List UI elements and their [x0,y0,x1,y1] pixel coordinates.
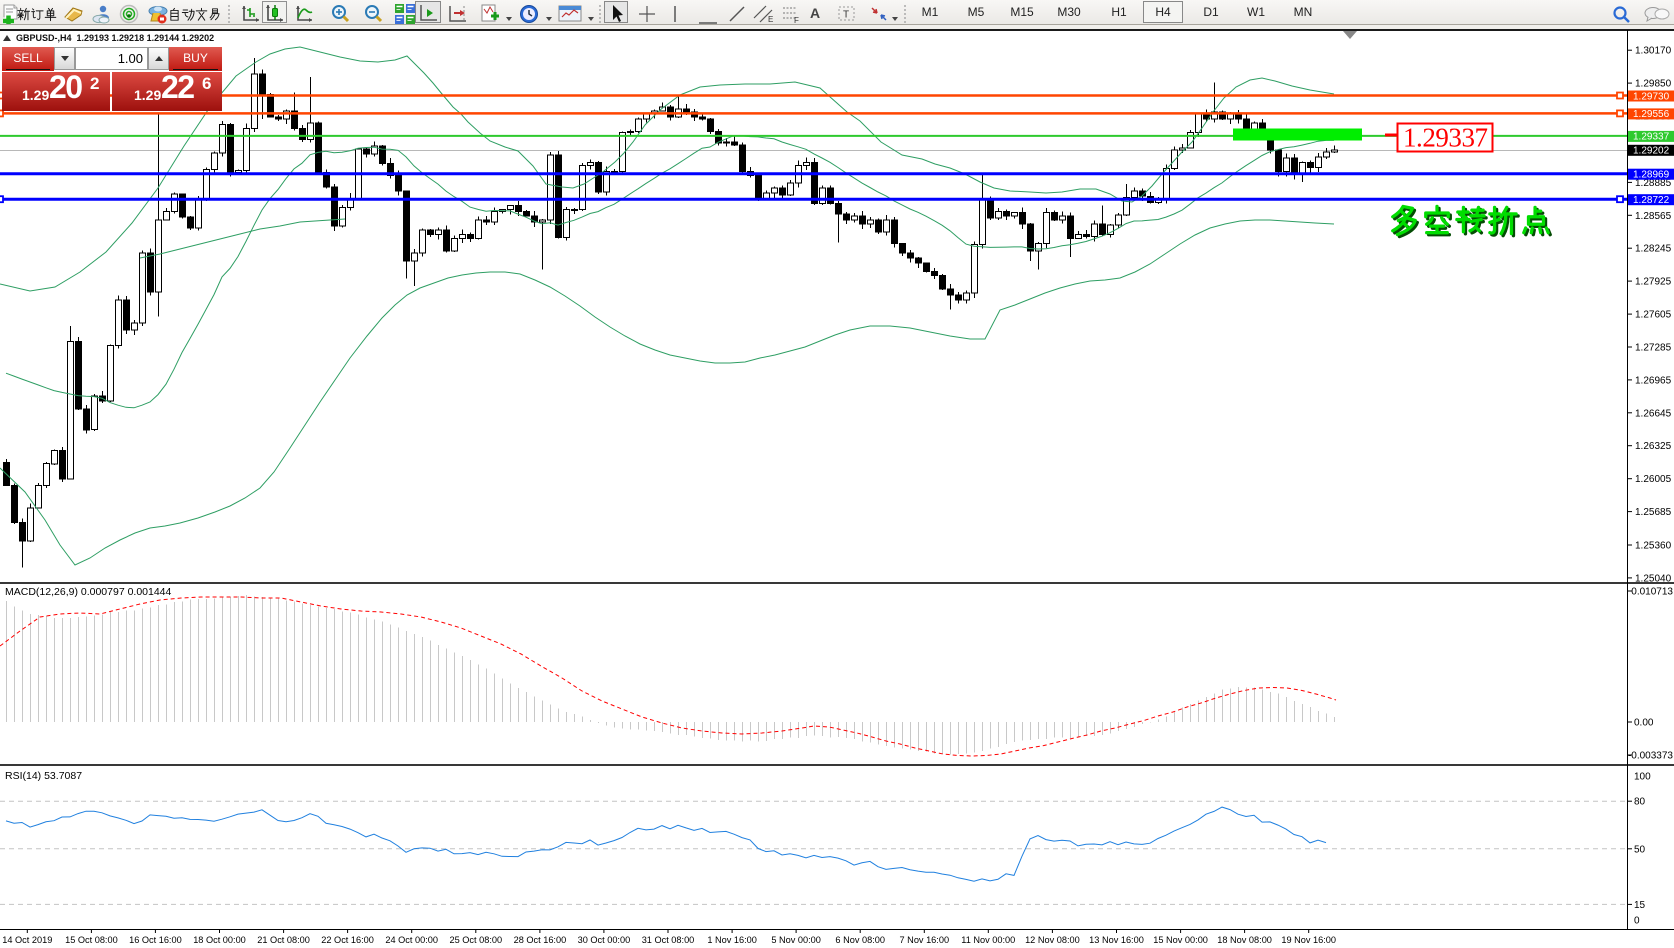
svg-text:1.28969: 1.28969 [1633,170,1670,181]
svg-text:1.30170: 1.30170 [1635,46,1672,57]
svg-text:1.29337: 1.29337 [1633,132,1670,143]
svg-text:15 Oct 08:00: 15 Oct 08:00 [65,935,118,945]
svg-text:0.010713: 0.010713 [1631,587,1673,598]
svg-text:11 Nov 00:00: 11 Nov 00:00 [961,935,1015,945]
svg-text:21 Oct 08:00: 21 Oct 08:00 [257,935,310,945]
svg-text:80: 80 [1634,797,1646,808]
svg-text:1.27285: 1.27285 [1635,343,1672,354]
svg-text:19 Nov 16:00: 19 Nov 16:00 [1281,935,1336,945]
svg-text:1.29202: 1.29202 [1633,146,1670,157]
svg-text:T: T [843,10,849,21]
svg-text:12 Nov 08:00: 12 Nov 08:00 [1025,935,1080,945]
svg-text:1.29850: 1.29850 [1635,79,1672,90]
svg-text:0.00: 0.00 [1634,718,1654,729]
svg-text:18 Nov 08:00: 18 Nov 08:00 [1217,935,1272,945]
svg-text:1.29730: 1.29730 [1633,91,1670,102]
svg-text:E: E [768,15,773,24]
svg-text:1.25685: 1.25685 [1635,507,1672,518]
svg-text:1.26645: 1.26645 [1635,408,1672,419]
svg-text:1.27605: 1.27605 [1635,310,1672,321]
svg-text:31 Oct 08:00: 31 Oct 08:00 [642,935,695,945]
svg-text:100: 100 [1634,772,1651,783]
svg-text:1.26325: 1.26325 [1635,441,1672,452]
svg-text:14 Oct 2019: 14 Oct 2019 [2,935,52,945]
svg-text:22 Oct 16:00: 22 Oct 16:00 [321,935,374,945]
svg-text:1.29337: 1.29337 [1403,123,1488,153]
svg-text:MACD(12,26,9) 0.000797 0.00144: MACD(12,26,9) 0.000797 0.001444 [5,586,172,598]
svg-text:1.25360: 1.25360 [1635,541,1672,552]
svg-text:28 Oct 16:00: 28 Oct 16:00 [514,935,567,945]
svg-text:1.28245: 1.28245 [1635,244,1672,255]
svg-text:1.29556: 1.29556 [1633,109,1670,120]
svg-text:1 Nov 16:00: 1 Nov 16:00 [707,935,757,945]
svg-text:30 Oct 00:00: 30 Oct 00:00 [578,935,631,945]
svg-text:7 Nov 16:00: 7 Nov 16:00 [900,935,950,945]
svg-text:18 Oct 00:00: 18 Oct 00:00 [193,935,246,945]
svg-text:5 Nov 00:00: 5 Nov 00:00 [771,935,821,945]
svg-text:1.27925: 1.27925 [1635,277,1672,288]
svg-text:24 Oct 00:00: 24 Oct 00:00 [385,935,438,945]
svg-text:15: 15 [1634,900,1646,911]
svg-text:1.26965: 1.26965 [1635,375,1672,386]
svg-text:F: F [794,16,799,24]
svg-text:16 Oct 16:00: 16 Oct 16:00 [129,935,182,945]
svg-text:15 Nov 00:00: 15 Nov 00:00 [1153,935,1208,945]
svg-text:1.28722: 1.28722 [1633,195,1670,206]
svg-text:0: 0 [1634,916,1640,927]
svg-text:50: 50 [1634,844,1646,855]
svg-text:1.28885: 1.28885 [1635,178,1672,189]
svg-text:RSI(14) 53.7087: RSI(14) 53.7087 [5,770,82,782]
svg-text:1.28565: 1.28565 [1635,211,1672,222]
svg-text:6 Nov 08:00: 6 Nov 08:00 [835,935,885,945]
svg-text:13 Nov 16:00: 13 Nov 16:00 [1089,935,1144,945]
svg-text:1.25040: 1.25040 [1635,573,1672,584]
svg-text:-0.003373: -0.003373 [1628,751,1673,762]
svg-text:25 Oct 08:00: 25 Oct 08:00 [449,935,502,945]
svg-text:1.26005: 1.26005 [1635,474,1672,485]
